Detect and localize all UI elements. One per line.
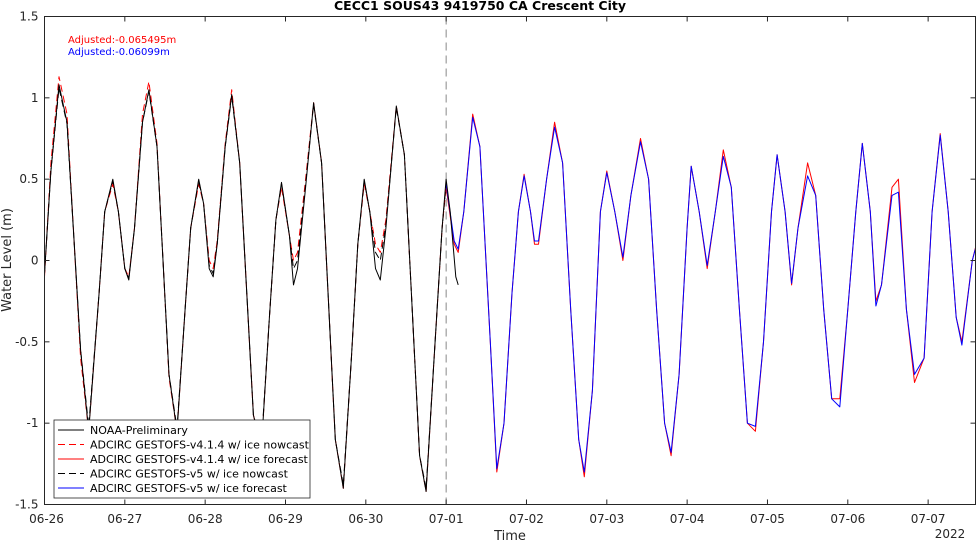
- series-line-2: [445, 113, 976, 478]
- y-tick-label: 0: [31, 254, 39, 268]
- y-tick-label: 1: [31, 91, 39, 105]
- x-tick-label: 06-27: [107, 512, 142, 526]
- x-tick-label: 07-03: [589, 512, 624, 526]
- series-line-4: [445, 116, 976, 473]
- x-tick-label: 07-06: [830, 512, 865, 526]
- x-tick-label: 07-02: [509, 512, 544, 526]
- y-tick-label: 0.5: [19, 172, 38, 186]
- y-tick-label: 1.5: [19, 10, 38, 24]
- x-tick-label: 07-01: [429, 512, 464, 526]
- legend-entry: ADCIRC GESTOFS-v4.1.4 w/ ice nowcast: [90, 439, 310, 452]
- x-axis-label: Time: [493, 529, 526, 541]
- legend-entry: NOAA-Preliminary: [90, 424, 188, 437]
- chart-title: CECC1 SOUS43 9419750 CA Crescent City: [334, 0, 626, 13]
- adjustment-annotation: Adjusted:-0.06099m: [68, 47, 170, 58]
- y-tick-label: -1: [27, 416, 39, 430]
- x-tick-label: 06-28: [188, 512, 223, 526]
- legend-entry: ADCIRC GESTOFS-v4.1.4 w/ ice forecast: [90, 453, 309, 466]
- x-tick-label: 06-26: [29, 512, 64, 526]
- legend: NOAA-Preliminary ADCIRC GESTOFS-v4.1.4 w/…: [53, 419, 311, 499]
- x-tick-label: 07-04: [670, 512, 705, 526]
- legend-entry: ADCIRC GESTOFS-v5 w/ ice nowcast: [90, 468, 289, 481]
- adjustment-annotation: Adjusted:-0.065495m: [68, 35, 176, 46]
- x-tick-label: 06-30: [348, 512, 383, 526]
- y-tick-label: -0.5: [15, 335, 38, 349]
- y-tick-label: -1.5: [15, 498, 38, 512]
- x-axis-year-label: 2022: [935, 527, 966, 541]
- x-tick-label: 07-05: [750, 512, 785, 526]
- y-axis-label: Water Level (m): [0, 208, 15, 312]
- legend-entry: ADCIRC GESTOFS-v5 w/ ice forecast: [90, 482, 288, 495]
- legend-box: [53, 419, 311, 499]
- x-tick-label: 06-29: [268, 512, 303, 526]
- x-tick-label: 07-07: [911, 512, 946, 526]
